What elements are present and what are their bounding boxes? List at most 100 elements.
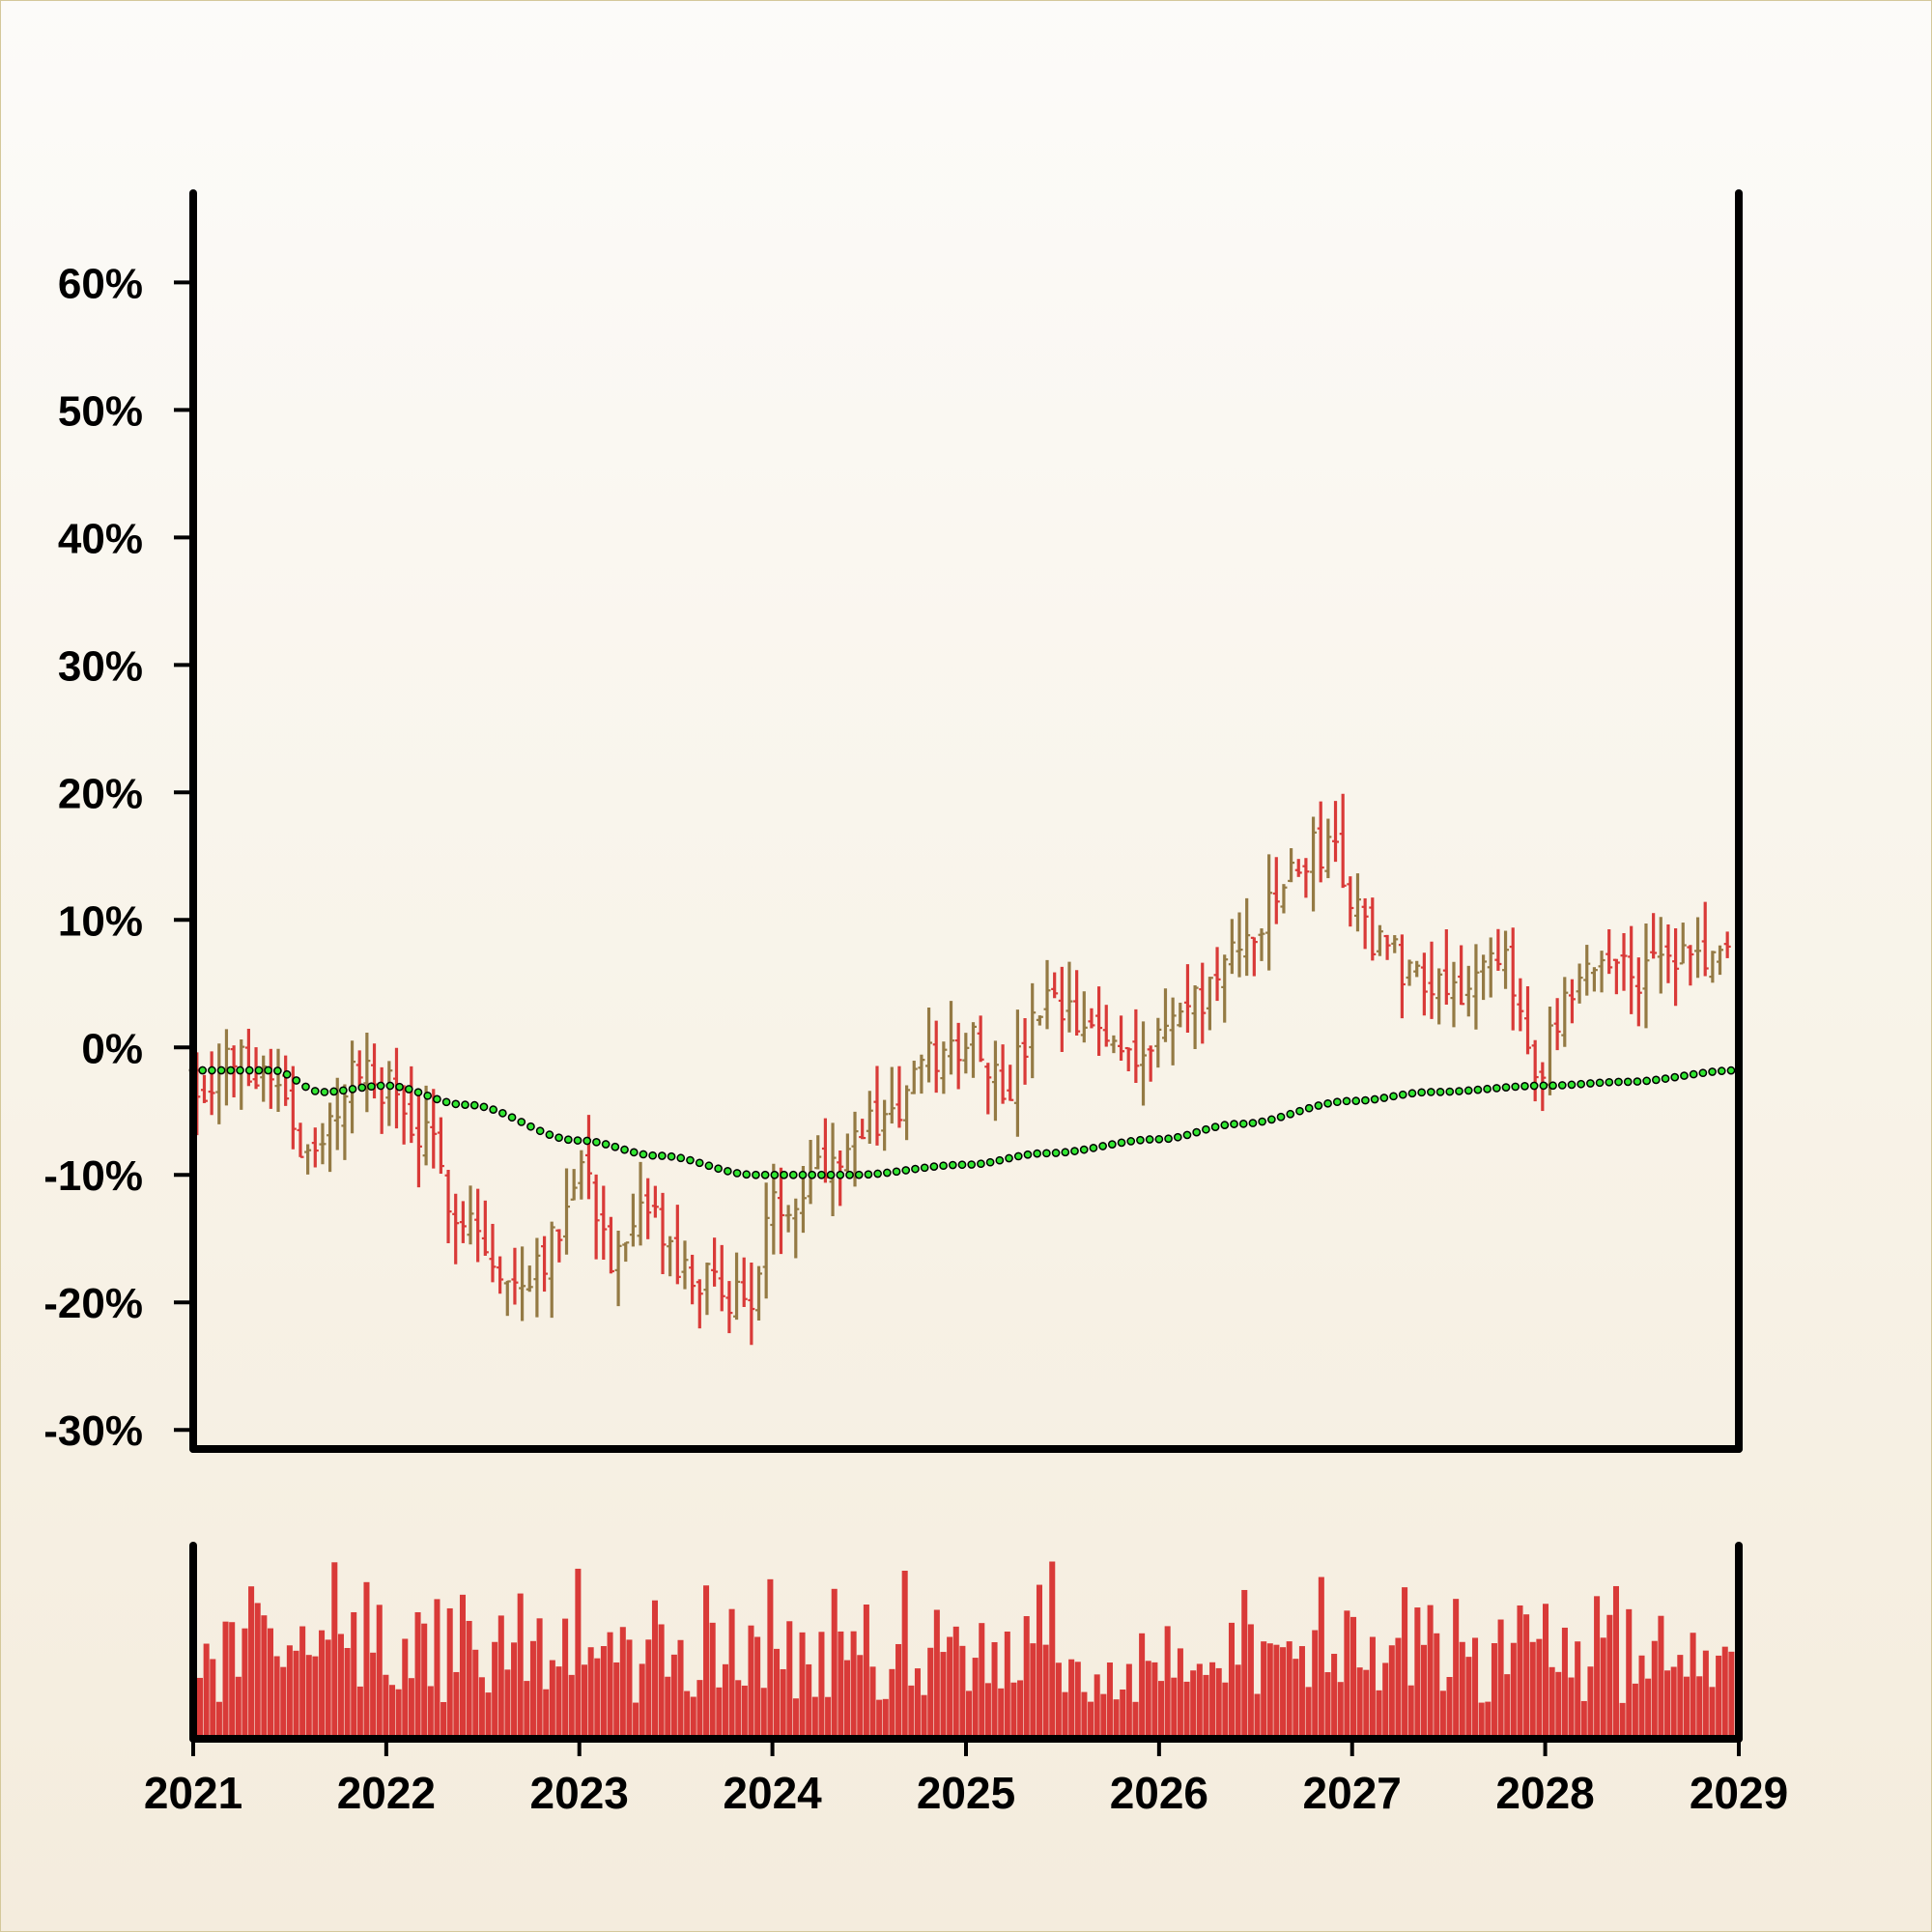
ohlc-candle: [1583, 945, 1591, 996]
trend-point: [1295, 1106, 1304, 1116]
volume-bar: [280, 1666, 287, 1739]
trend-point: [1548, 1081, 1557, 1091]
volume-bar: [1312, 1630, 1319, 1739]
volume-bar: [895, 1643, 902, 1739]
trend-point: [1726, 1065, 1736, 1075]
trend-point: [601, 1140, 611, 1149]
volume-bar: [446, 1607, 453, 1739]
ohlc-candle: [977, 1015, 984, 1063]
trend-point: [497, 1109, 507, 1118]
ohlc-candle: [267, 1048, 274, 1109]
volume-bar: [1645, 1678, 1652, 1739]
trend-point: [854, 1170, 864, 1179]
ohlc-candle: [903, 1085, 911, 1141]
volume-bar: [613, 1662, 620, 1739]
ohlc-candle: [843, 1133, 851, 1173]
volume-bar: [1228, 1622, 1235, 1739]
ohlc-candle: [1672, 927, 1680, 1007]
ohlc-candle: [1154, 1017, 1162, 1068]
trend-point: [770, 1170, 780, 1179]
trend-point: [704, 1161, 714, 1171]
ohlc-candle: [784, 1205, 792, 1233]
x-tick-label: 2029: [1690, 1768, 1788, 1818]
ohlc-candle: [1634, 957, 1642, 1027]
trend-point: [1202, 1124, 1210, 1134]
ohlc-candle: [991, 1040, 999, 1122]
trend-point: [1492, 1084, 1501, 1093]
volume-bar: [1318, 1577, 1324, 1739]
trend-point: [639, 1150, 648, 1159]
trend-point: [1098, 1142, 1107, 1151]
volume-bar: [1158, 1681, 1165, 1739]
ohlc-candle: [578, 1150, 585, 1200]
ohlc-candle: [1102, 1005, 1110, 1047]
volume-bar: [607, 1632, 613, 1739]
volume-bar: [1100, 1693, 1107, 1739]
volume-bar: [1209, 1662, 1216, 1739]
ohlc-candle: [1480, 954, 1488, 1001]
volume-bar: [1427, 1605, 1434, 1739]
volume-bar: [1434, 1633, 1440, 1739]
ohlc-candle: [1723, 931, 1731, 958]
ohlc-candle: [910, 1061, 918, 1094]
volume-bar: [1638, 1655, 1645, 1739]
volume-bar: [1728, 1651, 1735, 1739]
x-tick-label: 2023: [530, 1768, 629, 1818]
ohlc-candle: [238, 1038, 245, 1110]
volume-bar: [703, 1585, 710, 1739]
volume-bar: [1651, 1640, 1658, 1739]
volume-bar: [972, 1658, 979, 1739]
trend-point: [236, 1065, 244, 1075]
trend-point: [1577, 1079, 1586, 1089]
trend-point: [676, 1153, 686, 1163]
ohlc-candle: [311, 1127, 319, 1168]
x-tick-label: 2025: [917, 1768, 1015, 1818]
volume-bar: [645, 1639, 652, 1739]
volume-bar: [741, 1685, 748, 1739]
volume-bar: [1548, 1666, 1555, 1739]
volume-bar: [1062, 1691, 1068, 1739]
ohlc-candle: [1272, 857, 1280, 924]
ohlc-candle: [1679, 923, 1687, 965]
ohlc-candle: [1487, 937, 1494, 998]
ohlc-candle: [327, 1102, 334, 1173]
volume-bar: [1164, 1626, 1171, 1739]
volume-bar: [1337, 1682, 1344, 1739]
volume-bar: [774, 1648, 781, 1739]
volume-bar: [1696, 1676, 1703, 1739]
trend-point: [226, 1065, 236, 1075]
volume-bar: [453, 1671, 460, 1739]
volume-bar: [1543, 1604, 1549, 1739]
volume-bar: [1395, 1637, 1402, 1739]
ohlc-candle: [1561, 977, 1569, 1047]
ohlc-candle: [1161, 988, 1169, 1042]
volume-bar: [748, 1625, 754, 1739]
trend-point: [836, 1170, 845, 1179]
volume-bar: [735, 1680, 742, 1739]
ohlc-candle: [444, 1169, 452, 1243]
trend-point: [1210, 1122, 1220, 1131]
volume-bar: [908, 1685, 915, 1739]
trend-point: [1042, 1149, 1051, 1158]
ohlc-candle: [873, 1065, 881, 1146]
volume-bar: [1478, 1702, 1485, 1739]
volume-bar: [421, 1623, 428, 1739]
trend-point: [1061, 1148, 1070, 1157]
trend-point: [1680, 1071, 1689, 1080]
volume-bar: [1612, 1585, 1619, 1739]
volume-bar: [1004, 1631, 1010, 1739]
ohlc-candle: [1065, 961, 1073, 1033]
volume-bar: [1190, 1670, 1197, 1739]
ohlc-candle: [1664, 923, 1672, 983]
ohlc-candle: [792, 1198, 800, 1259]
volume-bar: [1472, 1637, 1479, 1739]
volume-bar: [414, 1611, 421, 1739]
volume-bar: [1344, 1610, 1350, 1739]
volume-bar: [1196, 1663, 1203, 1739]
volume-bar: [1298, 1646, 1305, 1739]
trend-point: [1323, 1098, 1332, 1108]
volume-bar: [1575, 1641, 1581, 1739]
volume-bar: [914, 1668, 921, 1739]
volume-bar: [901, 1571, 908, 1739]
trend-point: [752, 1170, 760, 1179]
